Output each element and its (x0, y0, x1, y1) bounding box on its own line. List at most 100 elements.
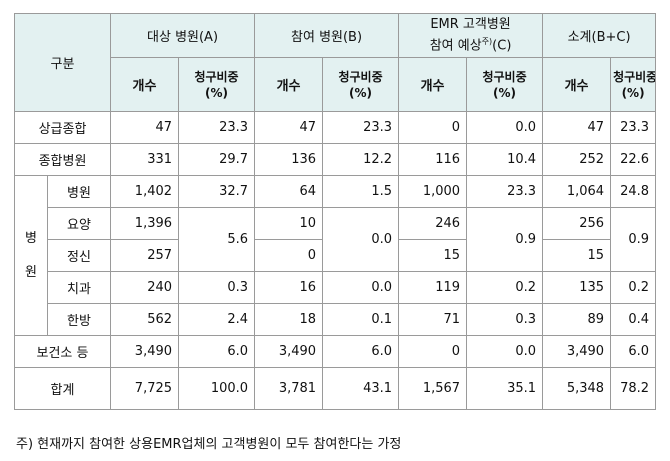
subheader-count: 개수 (542, 57, 612, 112)
header-target-hospitals: 대상 병원(A) (110, 13, 256, 58)
cell-value: 331 (110, 143, 180, 176)
cell-value: 136 (254, 143, 324, 176)
table-row: 정신 257 0 15 15 (15, 239, 656, 272)
cell-value: 29.7 (178, 143, 256, 176)
cell-value: 240 (110, 271, 180, 304)
cell-value: 6.0 (610, 335, 657, 368)
cell-value: 0.0 (466, 111, 544, 144)
cell-value: 1.5 (322, 175, 400, 208)
cell-value: 119 (398, 271, 468, 304)
cell-value: 23.3 (610, 111, 657, 144)
subheader-count: 개수 (398, 57, 468, 112)
cell-value: 246 (398, 207, 468, 240)
cell-value: 0.2 (610, 271, 657, 304)
cell-value: 1,402 (110, 175, 180, 208)
cell-value: 24.8 (610, 175, 657, 208)
cell-value: 3,490 (254, 335, 324, 368)
cell-value: 47 (254, 111, 324, 144)
subheader-share: 청구비중 (%) (178, 57, 256, 112)
table-row: 요양 1,396 5.6 10 0.0 246 0.9 256 0.9 (15, 207, 657, 272)
row-label: 병원 (46, 175, 112, 208)
table-row: 종합병원 331 29.7 136 12.2 116 10.4 252 22.6 (13, 143, 657, 176)
cell-value: 10.4 (466, 143, 544, 176)
cell-value: 35.1 (466, 367, 544, 410)
subheader-share: 청구비중 (%) (322, 57, 400, 112)
header-emr-note-mark: 주) (481, 37, 493, 47)
cell-value: 22.6 (610, 143, 657, 176)
row-label: 종합병원 (13, 143, 112, 176)
cell-value: 0 (398, 335, 468, 368)
cell-value: 1,396 (110, 207, 180, 240)
hospital-participation-table: 구분 대상 병원(A) 참여 병원(B) EMR 고객병원 참여 예상주)(C)… (13, 13, 657, 410)
cell-value: 0 (398, 111, 468, 144)
header-subtotal: 소계(B+C) (542, 13, 657, 58)
cell-value: 0.2 (466, 271, 544, 304)
row-label: 상급종합 (13, 111, 112, 144)
row-label: 정신 (46, 239, 112, 272)
cell-value: 6.0 (178, 335, 256, 368)
cell-value: 18 (254, 303, 324, 336)
cell-value: 6.0 (322, 335, 400, 368)
cell-value: 7,725 (110, 367, 180, 410)
cell-value: 12.2 (322, 143, 400, 176)
cell-value: 3,490 (542, 335, 612, 368)
cell-value: 100.0 (178, 367, 256, 410)
header-emr-line1: EMR 고객병원 (430, 17, 511, 33)
cell-value: 0.0 (466, 335, 544, 368)
table-row: 보건소 등 3,490 6.0 3,490 6.0 0 0.0 3,490 6.… (13, 335, 657, 368)
cell-value: 0 (254, 239, 324, 272)
cell-value: 252 (542, 143, 612, 176)
cell-value: 0.3 (178, 271, 256, 304)
cell-value: 47 (110, 111, 180, 144)
cell-value: 32.7 (178, 175, 256, 208)
cell-value: 43.1 (322, 367, 400, 410)
subheader-share: 청구비중 (%) (466, 57, 544, 112)
cell-value: 16 (254, 271, 324, 304)
row-label: 보건소 등 (13, 335, 112, 368)
table-row: 한방 562 2.4 18 0.1 71 0.3 89 0.4 (15, 303, 657, 336)
cell-value: 15 (398, 239, 468, 272)
cell-value: 1,000 (398, 175, 468, 208)
cell-value: 23.3 (178, 111, 256, 144)
cell-value: 15 (542, 239, 612, 272)
table-row-total: 합계 7,725 100.0 3,781 43.1 1,567 35.1 5,3… (13, 367, 657, 410)
cell-value: 0.0 (322, 271, 400, 304)
cell-value-merged: 0.0 (322, 207, 400, 272)
cell-value: 5,348 (542, 367, 612, 410)
header-category: 구분 (13, 13, 112, 112)
cell-value: 78.2 (610, 367, 657, 410)
cell-value: 2.4 (178, 303, 256, 336)
table-row: 상급종합 47 23.3 47 23.3 0 0.0 47 23.3 (13, 111, 657, 144)
header-emr-tail: (C) (492, 38, 512, 54)
table-row: 치과 240 0.3 16 0.0 119 0.2 135 0.2 (15, 271, 657, 304)
header-emr-expected: EMR 고객병원 참여 예상주)(C) (398, 13, 544, 58)
cell-value: 23.3 (322, 111, 400, 144)
cell-value: 562 (110, 303, 180, 336)
cell-value: 64 (254, 175, 324, 208)
subheader-count: 개수 (110, 57, 180, 112)
cell-value: 3,490 (110, 335, 180, 368)
cell-value: 256 (542, 207, 612, 240)
cell-value: 1,064 (542, 175, 612, 208)
footnote: 주) 현재까지 참여한 상용EMR업체의 고객병원이 모두 참여한다는 가정 (16, 437, 402, 452)
cell-value: 10 (254, 207, 324, 240)
cell-value-merged: 5.6 (178, 207, 256, 272)
row-label: 요양 (46, 207, 112, 240)
cell-value: 257 (110, 239, 180, 272)
cell-value: 135 (542, 271, 612, 304)
cell-value: 47 (542, 111, 612, 144)
header-emr-line2: 참여 예상 (429, 38, 482, 54)
row-label: 합계 (13, 367, 112, 410)
cell-value: 116 (398, 143, 468, 176)
cell-value: 1,567 (398, 367, 468, 410)
cell-value: 0.4 (610, 303, 657, 336)
cell-value-merged: 0.9 (466, 207, 544, 272)
cell-value: 71 (398, 303, 468, 336)
header-participating-hospitals: 참여 병원(B) (254, 13, 400, 58)
cell-value: 3,781 (254, 367, 324, 410)
cell-value: 23.3 (466, 175, 544, 208)
cell-value: 89 (542, 303, 612, 336)
cell-value: 0.3 (466, 303, 544, 336)
cell-value: 0.1 (322, 303, 400, 336)
